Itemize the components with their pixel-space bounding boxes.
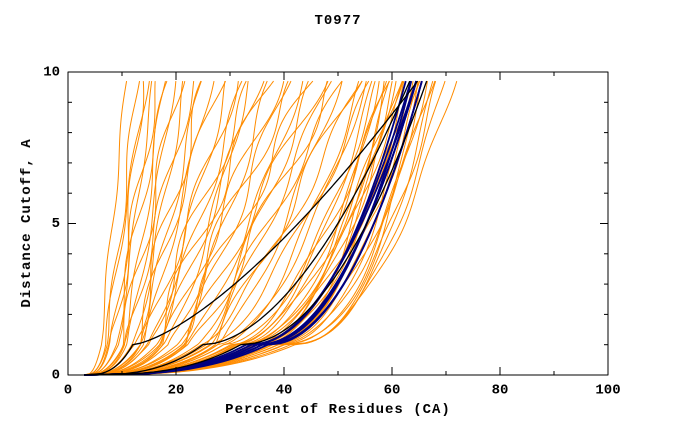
- x-axis-label: Percent of Residues (CA): [225, 402, 451, 418]
- y-axis-label: Distance Cutoff, A: [19, 138, 35, 308]
- chart-title: T0977: [314, 13, 362, 29]
